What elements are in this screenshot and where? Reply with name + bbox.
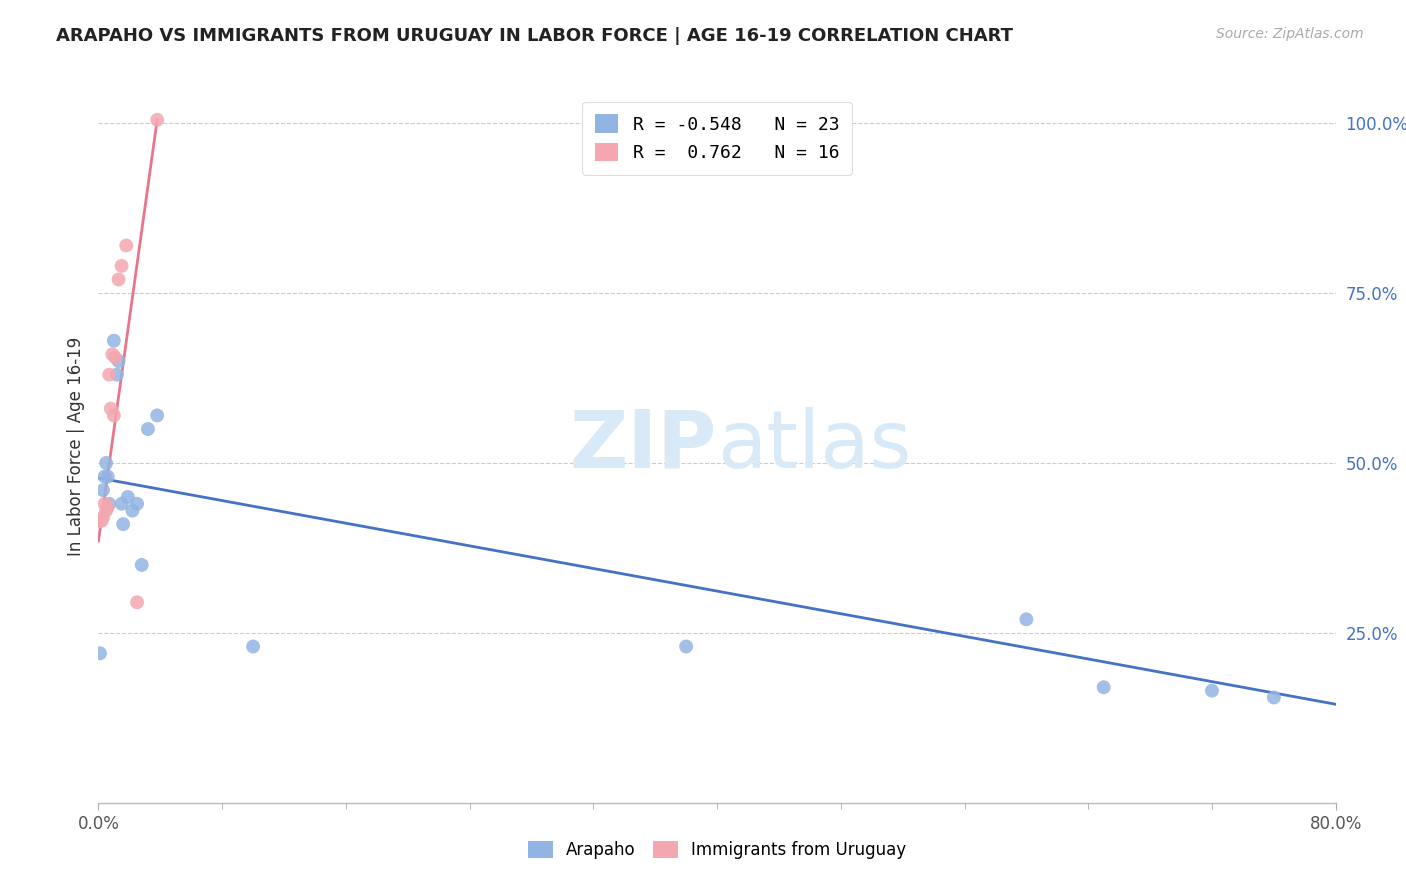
Point	[93, 497, 115, 511]
Point	[104, 351, 127, 365]
Point	[121, 503, 143, 517]
Point	[97, 469, 120, 483]
Point	[91, 483, 114, 498]
Point	[115, 238, 138, 252]
Point	[112, 517, 135, 532]
Point	[107, 354, 129, 368]
Point	[111, 259, 132, 273]
Point	[136, 422, 159, 436]
Point	[105, 368, 128, 382]
Point	[89, 646, 111, 660]
Point	[1263, 690, 1285, 705]
Point	[96, 503, 118, 517]
Point	[101, 347, 124, 361]
Point	[103, 409, 125, 423]
Point	[90, 514, 112, 528]
Point	[117, 490, 139, 504]
Point	[127, 595, 149, 609]
Text: Source: ZipAtlas.com: Source: ZipAtlas.com	[1216, 27, 1364, 41]
Point	[1201, 683, 1223, 698]
Point	[1015, 612, 1038, 626]
Point	[111, 497, 132, 511]
Point	[91, 510, 114, 524]
Legend: Arapaho, Immigrants from Uruguay: Arapaho, Immigrants from Uruguay	[522, 834, 912, 866]
Point	[146, 112, 169, 127]
Point	[97, 500, 120, 515]
Text: ARAPAHO VS IMMIGRANTS FROM URUGUAY IN LABOR FORCE | AGE 16-19 CORRELATION CHART: ARAPAHO VS IMMIGRANTS FROM URUGUAY IN LA…	[56, 27, 1014, 45]
Point	[98, 368, 121, 382]
Point	[98, 497, 121, 511]
Point	[103, 334, 125, 348]
Y-axis label: In Labor Force | Age 16-19: In Labor Force | Age 16-19	[66, 336, 84, 556]
Point	[93, 469, 115, 483]
Point	[100, 401, 122, 416]
Point	[146, 409, 169, 423]
Point	[131, 558, 153, 572]
Point	[96, 456, 118, 470]
Point	[242, 640, 264, 654]
Text: atlas: atlas	[717, 407, 911, 485]
Point	[1092, 680, 1115, 694]
Point	[127, 497, 149, 511]
Point	[107, 272, 129, 286]
Point	[675, 640, 697, 654]
Point	[89, 514, 111, 528]
Text: ZIP: ZIP	[569, 407, 717, 485]
